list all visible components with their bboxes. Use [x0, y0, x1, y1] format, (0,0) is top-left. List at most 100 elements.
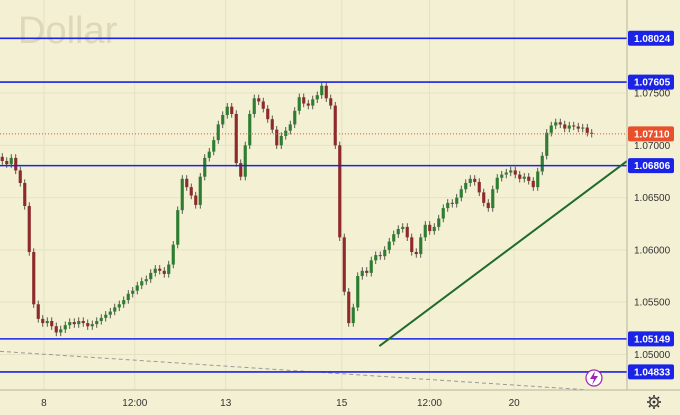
trend-line[interactable]: [378, 160, 628, 347]
candle-body: [167, 264, 171, 274]
candle-body: [540, 155, 544, 172]
candle-body: [491, 189, 495, 209]
candle-body: [207, 151, 211, 158]
candle-body: [9, 157, 13, 165]
level-label-text: 1.04833: [634, 367, 671, 378]
level-label-text: 1.07605: [634, 78, 671, 89]
candle-body: [315, 95, 319, 100]
candle-body: [203, 157, 207, 177]
price-axis[interactable]: [627, 0, 680, 390]
candle-body: [423, 224, 427, 238]
candle-body: [36, 304, 40, 319]
candle-body: [171, 244, 175, 265]
chart-watermark: Dollar: [18, 10, 118, 52]
candle-body: [257, 98, 261, 102]
candle-body: [140, 281, 144, 286]
candle-body: [185, 178, 189, 188]
candle-body: [77, 320, 81, 325]
candle-body: [216, 124, 220, 141]
gear-icon[interactable]: [647, 395, 661, 409]
candle-body: [27, 205, 31, 252]
candle-body: [126, 293, 130, 301]
candles: [0, 82, 594, 337]
y-tick-label: 1.06000: [634, 245, 671, 256]
candle-body: [248, 113, 252, 146]
candle-body: [284, 130, 288, 136]
candle-body: [536, 171, 540, 188]
candle-body: [527, 176, 531, 181]
candle-body: [234, 113, 238, 164]
candle-body: [392, 234, 396, 242]
candle-body: [342, 237, 346, 292]
candle-body: [59, 329, 63, 333]
level-labels: 1.08024 1.07605 1.06806 1.05149 1.04833 1.071…: [628, 30, 674, 380]
candle-body: [162, 270, 166, 274]
candle-body: [45, 320, 49, 324]
candle-body: [261, 101, 265, 109]
y-ticks: 1.05000 1.05500 1.06000 1.06500 1.07000 1.075…: [634, 89, 671, 361]
candle-body: [513, 170, 517, 175]
candle-body: [135, 285, 139, 291]
candle-body: [54, 326, 58, 333]
candle-body: [351, 307, 355, 324]
trend-line-segment[interactable]: [378, 160, 628, 347]
candle-body: [311, 99, 315, 106]
y-tick-label: 1.06500: [634, 193, 671, 204]
level-label-text: 1.05149: [634, 334, 671, 345]
candle-body: [221, 115, 225, 125]
candle-body: [90, 324, 94, 327]
candle-body: [518, 174, 522, 179]
candle-body: [41, 318, 45, 324]
candle-body: [450, 202, 454, 204]
candle-body: [158, 268, 162, 271]
candle-body: [455, 197, 459, 204]
candle-body: [23, 182, 27, 206]
level-label-badge: [628, 364, 674, 380]
y-tick-label: 1.05500: [634, 298, 671, 309]
candle-body: [122, 300, 126, 305]
candle-body: [131, 290, 135, 294]
candle-body: [410, 237, 414, 252]
candle-body: [396, 228, 400, 235]
candle-body: [441, 208, 445, 219]
level-label-text: 1.06806: [634, 161, 671, 172]
candle-body: [297, 97, 301, 111]
y-tick-label: 1.07500: [634, 89, 671, 100]
x-tick-label: 20: [509, 398, 521, 409]
candle-body: [302, 97, 306, 104]
level-label-badge: [628, 331, 674, 347]
candle-body: [194, 195, 198, 205]
candle-body: [306, 103, 310, 106]
dashed-line: [0, 350, 590, 391]
candle-body: [585, 127, 589, 133]
level-label-text: 1.07110: [634, 129, 670, 140]
candle-body: [567, 125, 571, 129]
candle-body: [293, 110, 297, 125]
candle-body: [414, 251, 418, 255]
candle-body: [333, 105, 337, 146]
level-label-badge: [628, 30, 674, 46]
candle-body: [437, 218, 441, 227]
candle-body: [365, 270, 369, 273]
candle-body: [81, 320, 85, 324]
candle-body: [243, 145, 247, 177]
candle-body: [225, 106, 229, 116]
candle-body: [189, 187, 193, 196]
candle-body: [320, 85, 324, 96]
candle-body: [252, 98, 256, 114]
x-ticks: 8 12:00 13 15 12:00 20: [41, 398, 520, 409]
candle-body: [522, 176, 526, 179]
candle-body: [230, 106, 234, 114]
candle-body: [428, 224, 432, 232]
lightning-icon[interactable]: [585, 369, 603, 387]
candle-body: [176, 210, 180, 245]
candle-body: [212, 140, 216, 152]
candle-body: [324, 85, 328, 99]
x-tick-label: 8: [41, 398, 47, 409]
candle-body: [554, 122, 558, 126]
candle-body: [32, 251, 36, 305]
candle-body: [482, 192, 486, 203]
candle-body: [446, 202, 450, 209]
candle-body: [356, 276, 360, 308]
